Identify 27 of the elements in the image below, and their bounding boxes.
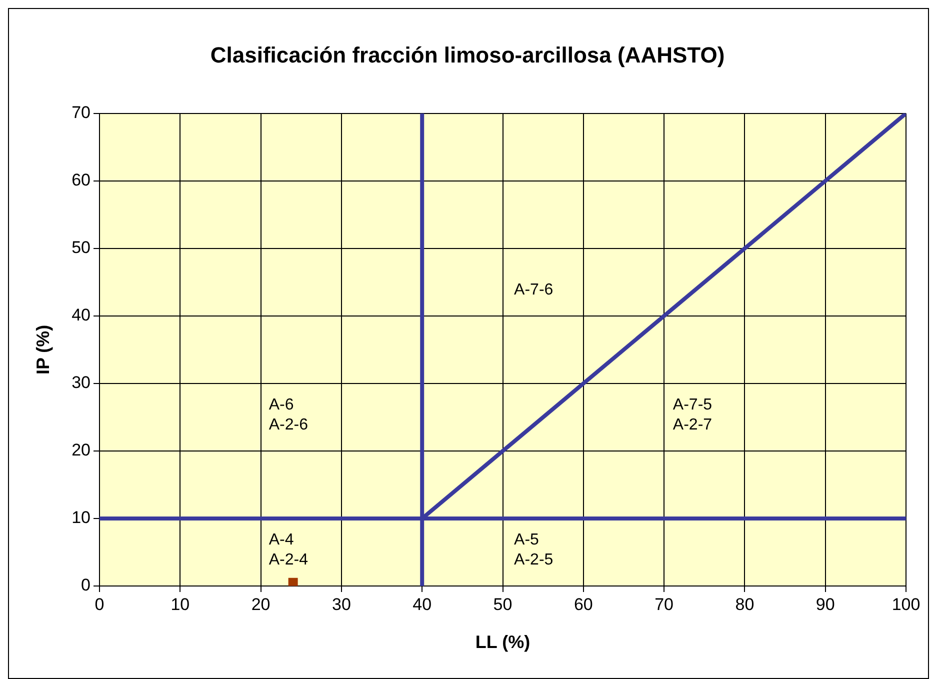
x-tick-label: 0	[94, 594, 104, 614]
y-tick-label: 60	[72, 170, 91, 190]
x-tick-label: 10	[170, 594, 190, 614]
y-tick-label: 40	[72, 306, 91, 325]
x-tick-label: 90	[816, 594, 835, 614]
x-tick-label: 50	[493, 594, 512, 614]
x-tick-label: 20	[251, 594, 270, 614]
y-tick-label: 30	[72, 373, 91, 392]
annotation: A-5 A-2-5	[514, 532, 554, 569]
annotation: A-6 A-2-6	[268, 396, 308, 434]
y-tick-label: 20	[72, 440, 91, 460]
x-tick-label: 40	[412, 594, 432, 614]
annotation: A-7-6	[514, 282, 554, 299]
x-axis-title: LL (%)	[475, 632, 530, 652]
y-tick-label: 0	[81, 576, 91, 595]
y-axis-title: IP (%)	[32, 324, 53, 375]
x-tick-label: 60	[574, 594, 593, 614]
x-tick-label: 30	[332, 594, 351, 614]
y-tick-label: 70	[72, 103, 91, 122]
x-tick-label: 100	[892, 594, 920, 614]
annotation: A-4 A-2-4	[268, 532, 308, 569]
annotation: A-7-5 A-2-7	[672, 396, 712, 434]
x-tick-label: 70	[654, 594, 674, 614]
y-tick-label: 10	[72, 508, 91, 528]
x-tick-label: 80	[735, 594, 754, 614]
chart-title: Clasificación fracción limoso-arcillosa (AAHSTO)	[210, 42, 725, 68]
y-tick-label: 50	[72, 238, 91, 258]
